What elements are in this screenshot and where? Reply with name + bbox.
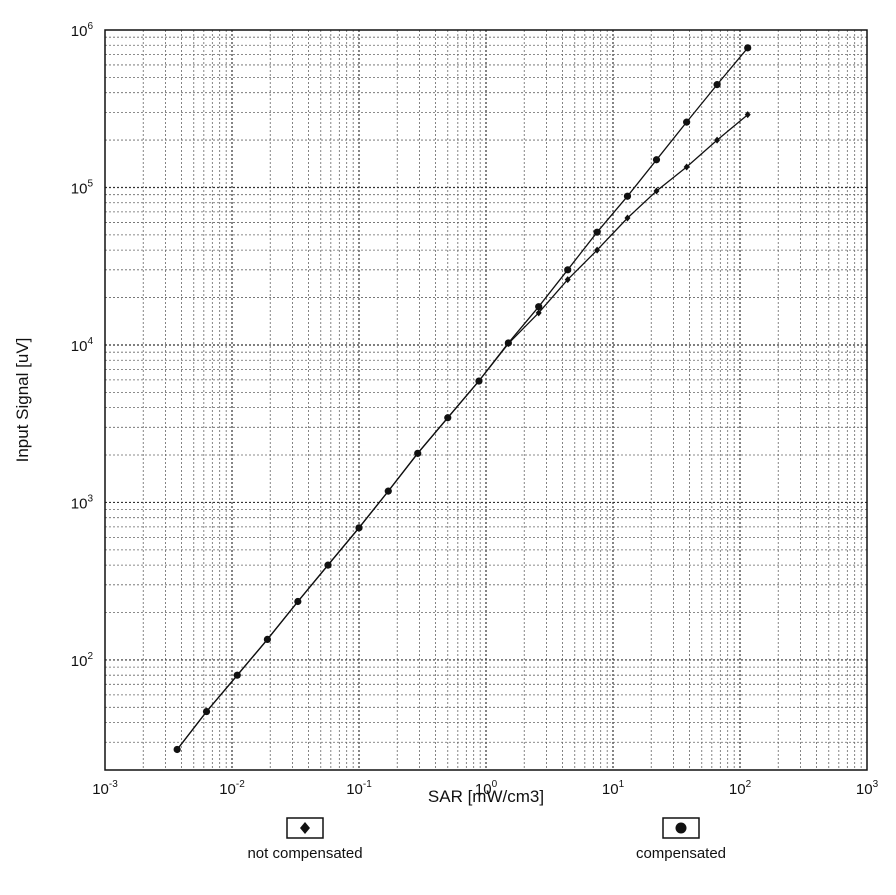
data-point-compensated xyxy=(683,119,690,126)
y-tick-label: 102 xyxy=(71,651,94,670)
data-point-compensated xyxy=(653,156,660,163)
x-tick-label: 102 xyxy=(729,779,752,798)
data-point-compensated xyxy=(713,81,720,88)
legend-item-not-compensated: not compensated xyxy=(247,818,362,862)
data-point-compensated xyxy=(444,414,451,421)
x-tick-label-exponent: 3 xyxy=(873,779,879,790)
data-point-compensated xyxy=(414,450,421,457)
x-tick-label: 103 xyxy=(856,779,879,798)
y-tick-label-base: 10 xyxy=(71,180,88,197)
x-tick-label: 10-3 xyxy=(92,779,118,798)
x-axis-title: SAR [mW/cm3] xyxy=(428,787,544,806)
data-point-compensated xyxy=(355,524,362,531)
legend-label-compensated: compensated xyxy=(636,845,726,862)
x-tick-label-base: 10 xyxy=(729,781,746,798)
y-tick-label: 103 xyxy=(71,493,94,512)
x-tick-label: 10-1 xyxy=(346,779,372,798)
x-tick-label-base: 10 xyxy=(856,781,873,798)
y-tick-label: 106 xyxy=(71,21,94,40)
x-tick-label-exponent: -2 xyxy=(236,779,245,790)
x-tick-label-base: 10 xyxy=(346,781,363,798)
y-tick-label-exponent: 5 xyxy=(87,178,93,189)
y-tick-label-exponent: 3 xyxy=(87,493,93,504)
data-point-compensated xyxy=(564,266,571,273)
data-point-compensated xyxy=(475,377,482,384)
data-point-compensated xyxy=(174,746,181,753)
data-point-compensated xyxy=(594,229,601,236)
legend-label-not-compensated: not compensated xyxy=(247,845,362,862)
grid-layer xyxy=(105,30,867,770)
y-tick-label-base: 10 xyxy=(71,23,88,40)
series-line-compensated xyxy=(177,48,748,750)
data-point-compensated xyxy=(264,636,271,643)
data-point-compensated xyxy=(294,598,301,605)
data-point-compensated xyxy=(744,44,751,51)
y-tick-label-base: 10 xyxy=(71,495,88,512)
y-tick-label-base: 10 xyxy=(71,653,88,670)
data-point-compensated xyxy=(385,488,392,495)
y-tick-label-base: 10 xyxy=(71,338,88,355)
x-tick-label: 101 xyxy=(602,779,625,798)
y-tick-label-exponent: 6 xyxy=(87,21,93,32)
data-point-compensated xyxy=(535,303,542,310)
data-point-compensated xyxy=(203,708,210,715)
series-layer xyxy=(174,44,752,753)
data-point-compensated xyxy=(505,339,512,346)
y-tick-label-exponent: 2 xyxy=(87,651,93,662)
x-tick-label-exponent: -3 xyxy=(109,779,118,790)
data-point-compensated xyxy=(234,672,241,679)
y-tick-label: 104 xyxy=(71,336,94,355)
y-tick-label-exponent: 4 xyxy=(87,336,93,347)
x-tick-label: 10-2 xyxy=(219,779,245,798)
data-point-compensated xyxy=(324,562,331,569)
legend-item-compensated: compensated xyxy=(636,818,726,862)
x-tick-label-base: 10 xyxy=(602,781,619,798)
data-point-compensated xyxy=(624,193,631,200)
x-tick-label-exponent: 2 xyxy=(746,779,752,790)
x-tick-label-base: 10 xyxy=(92,781,109,798)
x-tick-label-exponent: -1 xyxy=(363,779,372,790)
y-axis-title: Input Signal [uV] xyxy=(13,338,32,463)
y-tick-label: 105 xyxy=(71,178,94,197)
series-line-not-compensated xyxy=(177,115,748,750)
legend: not compensated compensated xyxy=(247,818,726,862)
x-tick-label-exponent: 1 xyxy=(619,779,625,790)
x-tick-label-base: 10 xyxy=(219,781,236,798)
legend-marker-circle-icon xyxy=(676,823,687,834)
